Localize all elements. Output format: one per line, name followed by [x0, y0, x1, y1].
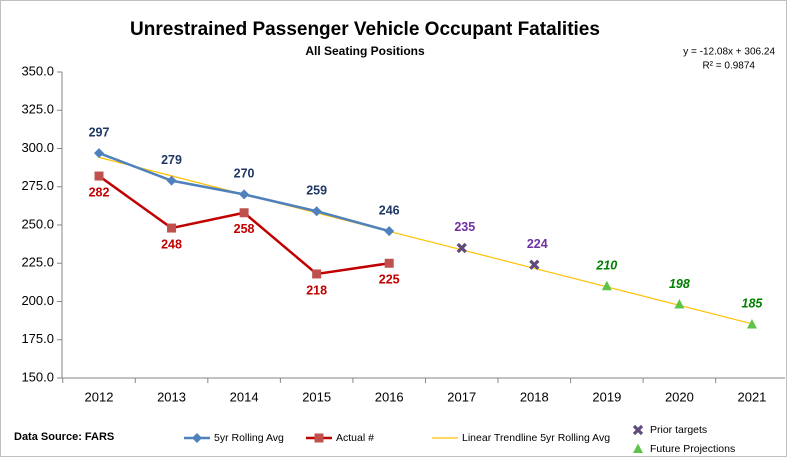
x-tick-label: 2017: [447, 389, 476, 404]
x-tick-label: 2015: [302, 389, 331, 404]
square-marker: [94, 171, 104, 181]
legend-item: Future Projections: [633, 443, 735, 455]
x-tick-label: 2020: [665, 389, 694, 404]
data-label: 248: [161, 237, 182, 251]
y-tick-label: 250.0: [21, 216, 54, 231]
data-label: 185: [742, 297, 764, 311]
x-tick-label: 2018: [520, 389, 549, 404]
data-label: 282: [89, 185, 110, 199]
triangle-marker: [601, 280, 612, 291]
square-marker: [384, 258, 394, 268]
data-label: 224: [527, 237, 548, 251]
data-label: 218: [306, 283, 327, 297]
triangle-marker: [674, 299, 685, 309]
x-tick-label: 2021: [737, 389, 766, 404]
diamond-marker: [166, 175, 177, 186]
x-tick-label: 2014: [230, 389, 259, 404]
chart-title: Unrestrained Passenger Vehicle Occupant …: [130, 19, 600, 40]
x-tick-label: 2016: [375, 389, 404, 404]
y-tick-label: 325.0: [21, 102, 54, 117]
x-tick-label: 2013: [157, 389, 186, 404]
y-tick-label: 350.0: [21, 63, 54, 78]
data-label: 235: [454, 220, 475, 234]
trend-r2: R² = 0.9874: [702, 61, 755, 72]
data-label: 210: [595, 258, 617, 272]
data-label: 259: [306, 184, 327, 198]
chart-subtitle: All Seating Positions: [305, 44, 425, 58]
diamond-marker: [239, 189, 250, 200]
x-marker: [529, 259, 540, 270]
triangle-marker: [746, 318, 757, 329]
data-label: 270: [234, 167, 255, 181]
trend-equation: y = -12.08x + 306.24: [683, 47, 775, 58]
legend-item: Linear Trendline 5yr Rolling Avg: [432, 432, 610, 444]
legend-label: Linear Trendline 5yr Rolling Avg: [462, 432, 610, 444]
legend-label: Actual #: [336, 432, 374, 444]
y-tick-label: 175.0: [21, 331, 54, 346]
data-label: 258: [234, 222, 255, 236]
diamond-marker: [311, 206, 322, 217]
legend-label: Prior targets: [650, 424, 707, 436]
legend-item: Actual #: [306, 432, 374, 444]
triangle-marker: [633, 443, 643, 453]
series-line: [98, 156, 753, 325]
diamond-marker: [384, 226, 395, 237]
diamond-marker: [94, 148, 104, 159]
data-label: 246: [379, 203, 400, 217]
y-tick-label: 225.0: [21, 255, 54, 270]
y-tick-label: 150.0: [21, 369, 54, 384]
square-marker: [314, 433, 324, 443]
data-label: 279: [161, 153, 182, 167]
legend-item: Prior targets: [632, 424, 707, 436]
data-label: 198: [669, 277, 690, 291]
y-tick-label: 200.0: [21, 293, 54, 308]
square-marker: [312, 269, 322, 279]
legend-label: Future Projections: [650, 443, 735, 455]
legend-item: 5yr Rolling Avg: [184, 432, 284, 444]
diamond-marker: [192, 433, 202, 443]
square-marker: [167, 223, 177, 233]
data-source: Data Source: FARS: [14, 431, 114, 443]
y-tick-label: 275.0: [21, 178, 54, 193]
x-marker: [456, 242, 467, 254]
data-label: 225: [379, 273, 400, 287]
legend-label: 5yr Rolling Avg: [214, 432, 284, 444]
x-marker: [632, 424, 644, 436]
data-label: 297: [89, 125, 110, 139]
x-tick-label: 2012: [85, 389, 114, 404]
x-tick-label: 2019: [592, 389, 621, 404]
square-marker: [239, 208, 249, 218]
y-tick-label: 300.0: [21, 140, 54, 155]
